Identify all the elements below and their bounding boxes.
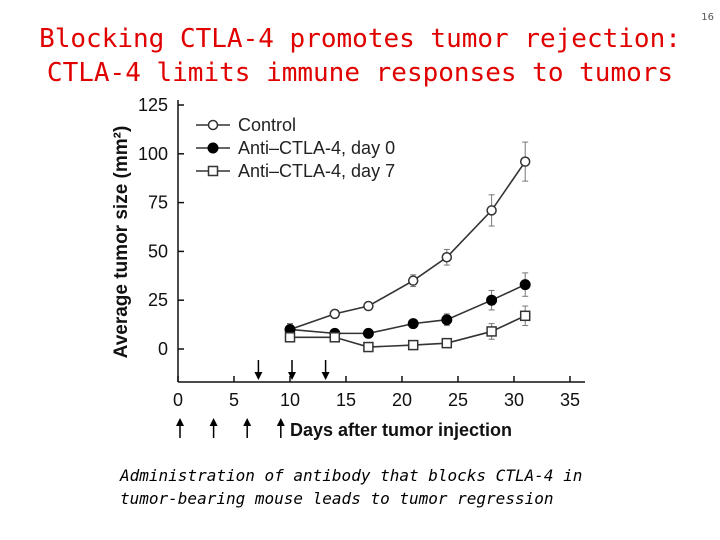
data-point-series-2 — [407, 318, 419, 330]
data-point-series-3 — [363, 341, 374, 353]
y-tick-label: 0 — [158, 339, 168, 359]
data-point-series-2 — [519, 279, 531, 291]
data-point-series-1 — [519, 156, 531, 167]
slide-title-line2: CTLA-4 limits immune responses to tumors — [46, 58, 674, 88]
y-tick-label: 100 — [138, 144, 168, 164]
x-axis-label: Days after tumor injection — [290, 420, 512, 440]
data-point-series-3 — [329, 332, 341, 343]
page-number: 16 — [701, 12, 714, 23]
y-tick-label: 75 — [148, 193, 168, 213]
x-tick-label: 15 — [336, 390, 356, 410]
slide-title-line1: Blocking CTLA-4 promotes tumor rejection… — [39, 24, 681, 54]
data-point-series-3 — [407, 339, 419, 351]
data-point-series-2 — [486, 294, 498, 306]
data-point-series-1 — [329, 308, 341, 320]
x-tick-label: 20 — [392, 390, 412, 410]
y-tick-label: 50 — [148, 241, 168, 261]
legend-label: Anti–CTLA-4, day 7 — [238, 161, 395, 181]
legend-marker — [207, 142, 219, 154]
treatment-arrow-down-head — [288, 372, 296, 380]
data-point-series-3 — [441, 337, 453, 349]
caption-line1: Administration of antibody that blocks C… — [120, 466, 583, 485]
treatment-arrow-up-head — [276, 418, 285, 426]
data-point-series-3 — [486, 326, 497, 337]
caption-line2: tumor-bearing mouse leads to tumor regre… — [120, 489, 554, 508]
x-tick-label: 5 — [229, 390, 239, 410]
data-point-series-3 — [284, 332, 296, 343]
x-tick-label: 25 — [448, 390, 468, 410]
y-axis-label: Average tumor size (mm²) — [111, 126, 132, 359]
treatment-arrow-down-head — [321, 372, 330, 380]
data-point-series-2 — [441, 314, 453, 326]
treatment-arrow-up-head — [243, 418, 252, 426]
y-tick-label: 125 — [138, 95, 168, 115]
x-tick-label: 10 — [280, 390, 300, 410]
data-point-series-3 — [519, 310, 531, 322]
x-tick-label: 30 — [504, 390, 524, 410]
treatment-arrow-up-head — [209, 418, 218, 426]
data-point-series-2 — [362, 327, 374, 339]
x-tick-label: 35 — [560, 390, 580, 410]
legend-marker — [207, 119, 219, 131]
treatment-arrow-down-head — [254, 372, 263, 380]
slide-caption: Administration of antibody that blocks C… — [120, 464, 680, 510]
data-point-series-1 — [363, 300, 374, 312]
data-point-series-1 — [486, 205, 497, 216]
legend-label: Anti–CTLA-4, day 0 — [238, 138, 395, 158]
y-tick-label: 25 — [148, 290, 168, 310]
legend-label: Control — [238, 115, 296, 135]
x-tick-label: 0 — [173, 390, 183, 410]
series-line-2 — [289, 283, 526, 335]
data-point-series-1 — [441, 252, 453, 263]
legend-marker — [207, 165, 219, 177]
treatment-arrow-up-head — [176, 418, 184, 426]
data-point-series-1 — [407, 275, 419, 286]
